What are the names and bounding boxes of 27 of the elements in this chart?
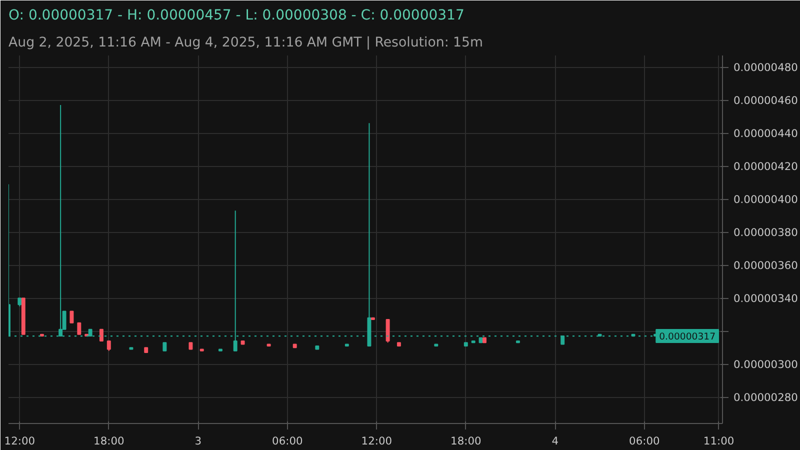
y-tick-label: 0.00000340: [734, 292, 798, 306]
x-tick-label: 4: [552, 434, 559, 448]
y-tick-label: 0.00000380: [734, 226, 798, 240]
candlestick: [70, 310, 74, 324]
x-tick-label: 12:00: [361, 434, 392, 448]
chart-title: O: 0.00000317 - H: 0.00000457 - L: 0.00000308 - C: 0.00000317: [8, 8, 464, 24]
candlestick: [77, 322, 82, 335]
y-tick-label: 0.00000280: [734, 391, 798, 404]
x-tick-label: 06:00: [629, 434, 660, 448]
y-tick-label: 0.00000440: [734, 127, 798, 140]
candlestick: [106, 340, 111, 352]
y-tick-label: 0.00000480: [734, 61, 798, 74]
y-tick-label: 0.00000400: [734, 193, 798, 206]
x-tick-label: 06:00: [272, 434, 303, 448]
x-tick-label: 12:00: [4, 434, 36, 448]
y-tick-label: 0.00000300: [734, 358, 798, 372]
y-tick-label: 0.00000460: [734, 94, 798, 108]
candlestick: [99, 328, 104, 342]
x-tick-label: 18:00: [450, 434, 482, 448]
candlestick: [386, 319, 390, 344]
x-tick-label: 3: [194, 434, 202, 448]
x-tick-label: 11:00: [703, 434, 734, 448]
x-tick-label: 18:00: [94, 434, 124, 448]
chart-subtitle: Aug 2, 2025, 11:16 AM - Aug 4, 2025, 11:16 AM GMT | Resolution: 15m: [8, 36, 484, 50]
ref-line-label: 0.00000317: [659, 332, 716, 343]
y-tick-label: 0.00000360: [734, 259, 798, 272]
y-tick-label: 0.00000420: [734, 160, 798, 174]
